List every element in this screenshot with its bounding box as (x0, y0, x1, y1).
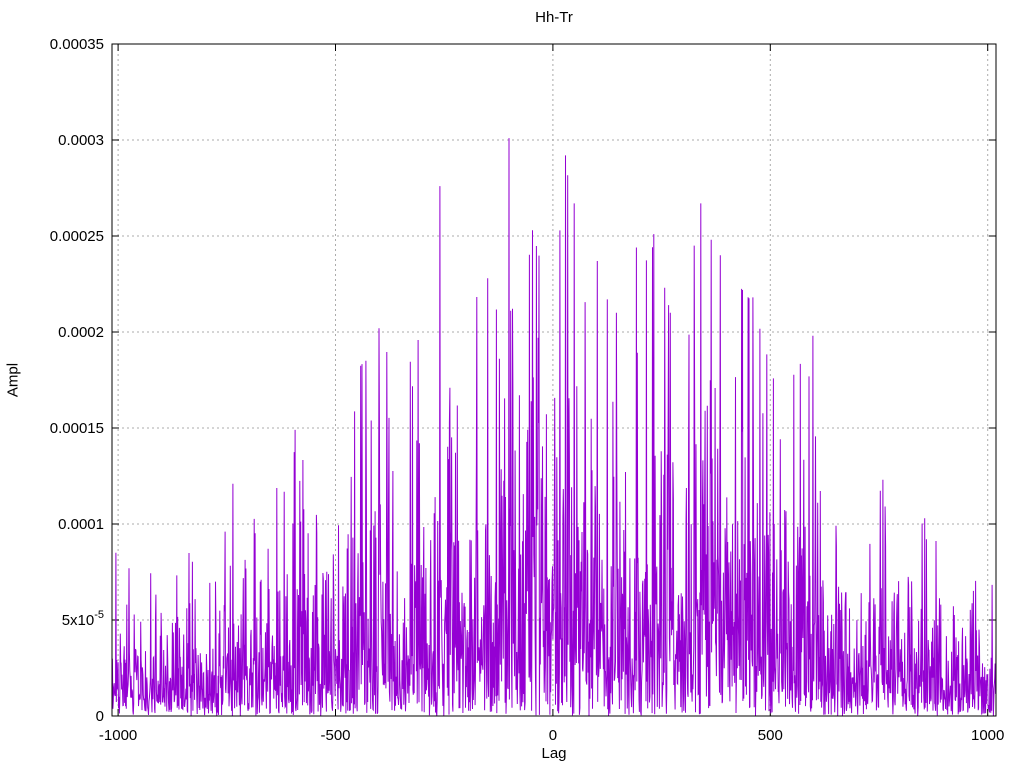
plot-border (111, 43, 997, 717)
y-tick-label: 5x10-5 (62, 609, 104, 629)
y-tick-label: 0.00015 (50, 420, 104, 437)
y-tick-label: 0.00025 (50, 228, 104, 245)
y-tick-label: 0.0003 (58, 132, 104, 149)
y-tick-labels: 0 5x10-5 0.0001 0.00015 0.0002 0.00025 0.0003 0… (50, 36, 104, 725)
chart-title: Hh-Tr (535, 9, 573, 26)
y-tick-label: 0.00035 (50, 36, 104, 53)
x-tick-label: 500 (758, 727, 783, 744)
y-tick-label: 0 (96, 708, 104, 725)
y-axis-label: Ampl (4, 362, 22, 398)
x-tick-label: 0 (549, 727, 557, 744)
y-tick-label: 0.0001 (58, 516, 104, 533)
x-tick-label: -1000 (99, 727, 137, 744)
data-series-line (111, 138, 997, 717)
x-tick-labels: -1000 -500 0 500 1000 (99, 727, 1004, 744)
x-axis-label: Lag (541, 745, 567, 762)
x-tick-label: -500 (320, 727, 350, 744)
y-tick-label: 0.0002 (58, 324, 104, 341)
x-tick-label: 1000 (971, 727, 1004, 744)
